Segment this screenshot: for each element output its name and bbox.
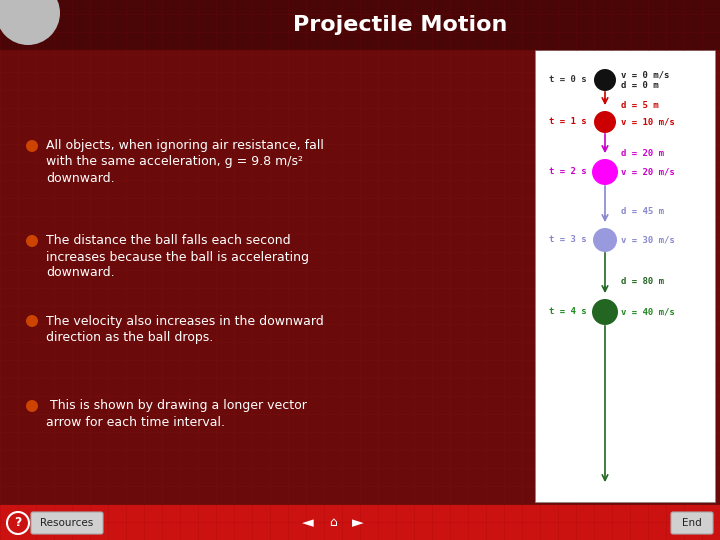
Circle shape <box>7 512 29 534</box>
Text: t = 2 s: t = 2 s <box>549 167 587 177</box>
Circle shape <box>26 140 38 152</box>
Text: downward.: downward. <box>46 172 114 185</box>
Text: v = 20 m/s: v = 20 m/s <box>621 167 675 177</box>
Text: v = 40 m/s: v = 40 m/s <box>621 307 675 316</box>
Text: d = 20 m: d = 20 m <box>621 148 664 158</box>
Text: t = 1 s: t = 1 s <box>549 118 587 126</box>
Text: direction as the ball drops.: direction as the ball drops. <box>46 330 213 343</box>
Text: downward.: downward. <box>46 267 114 280</box>
Circle shape <box>26 400 38 412</box>
Text: d = 0 m: d = 0 m <box>621 82 659 91</box>
Text: This is shown by drawing a longer vector: This is shown by drawing a longer vector <box>46 400 307 413</box>
Circle shape <box>26 235 38 247</box>
Text: v = 10 m/s: v = 10 m/s <box>621 118 675 126</box>
Bar <box>0 505 720 540</box>
Text: d = 5 m: d = 5 m <box>621 100 659 110</box>
Text: arrow for each time interval.: arrow for each time interval. <box>46 415 225 429</box>
Text: The distance the ball falls each second: The distance the ball falls each second <box>46 234 291 247</box>
Bar <box>0 0 720 50</box>
Circle shape <box>593 228 617 252</box>
Bar <box>535 50 715 502</box>
Text: All objects, when ignoring air resistance, fall: All objects, when ignoring air resistanc… <box>46 139 324 152</box>
Text: v = 30 m/s: v = 30 m/s <box>621 235 675 245</box>
Circle shape <box>594 69 616 91</box>
Text: d = 80 m: d = 80 m <box>621 276 664 286</box>
Circle shape <box>592 159 618 185</box>
Text: with the same acceleration, g = 9.8 m/s²: with the same acceleration, g = 9.8 m/s² <box>46 156 303 168</box>
Circle shape <box>594 111 616 133</box>
Text: ⌂: ⌂ <box>329 516 337 530</box>
Text: d = 45 m: d = 45 m <box>621 206 664 215</box>
Text: Resources: Resources <box>40 518 94 528</box>
FancyBboxPatch shape <box>31 512 103 534</box>
Circle shape <box>0 0 60 45</box>
Circle shape <box>26 315 38 327</box>
Text: t = 4 s: t = 4 s <box>549 307 587 316</box>
Text: ◄: ◄ <box>302 516 314 530</box>
Text: The velocity also increases in the downward: The velocity also increases in the downw… <box>46 314 324 327</box>
Text: Projectile Motion: Projectile Motion <box>293 15 507 35</box>
Circle shape <box>592 299 618 325</box>
Text: ?: ? <box>14 516 22 530</box>
Text: increases because the ball is accelerating: increases because the ball is accelerati… <box>46 251 309 264</box>
Text: v = 0 m/s: v = 0 m/s <box>621 71 670 79</box>
Text: ►: ► <box>352 516 364 530</box>
FancyBboxPatch shape <box>671 512 713 534</box>
Text: t = 3 s: t = 3 s <box>549 235 587 245</box>
Text: t = 0 s: t = 0 s <box>549 76 587 84</box>
Text: End: End <box>682 518 702 528</box>
